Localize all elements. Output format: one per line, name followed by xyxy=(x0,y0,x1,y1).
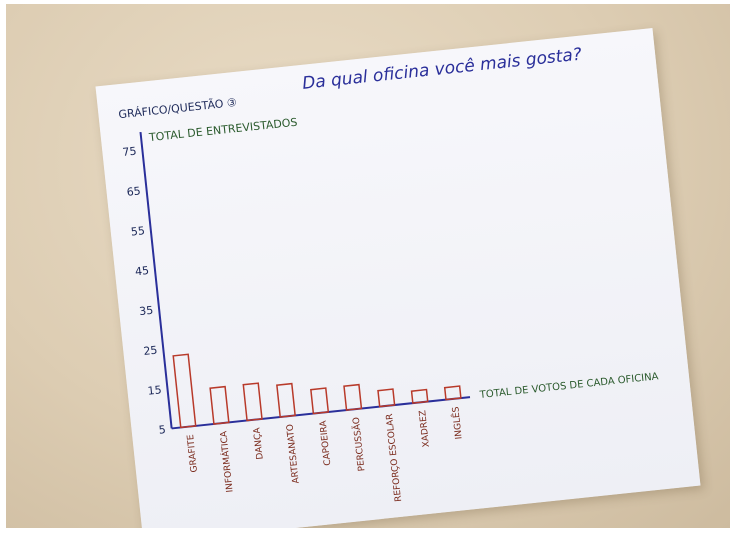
bar xyxy=(310,387,330,415)
y-tick-labels: 5 15 25 35 45 55 65 75 xyxy=(122,145,167,437)
y-tick-label: 15 xyxy=(147,383,162,397)
bar xyxy=(242,382,263,422)
bar xyxy=(276,382,296,418)
x-axis-label: TOTAL DE VOTOS DE CADA OFICINA xyxy=(478,371,659,401)
category-label: ARTESANATO xyxy=(286,423,302,483)
photo-background: GRÁFICO/QUESTÃO ③ Da qual oficina você m… xyxy=(6,4,730,528)
bar xyxy=(209,385,230,425)
bars xyxy=(172,353,462,429)
y-tick-label: 45 xyxy=(134,264,149,278)
y-tick-label: 65 xyxy=(126,184,141,198)
y-axis-label: TOTAL DE ENTREVISTADOS xyxy=(147,116,298,145)
bar xyxy=(410,388,429,404)
bar xyxy=(443,385,462,401)
y-tick-label: 35 xyxy=(139,304,154,318)
category-label: CAPOEIRA xyxy=(319,419,334,466)
category-label: XADREZ xyxy=(418,410,432,448)
y-axis-line xyxy=(139,131,173,429)
category-label: INFORMÁTICA xyxy=(217,430,235,493)
bar xyxy=(172,353,197,429)
bar xyxy=(343,383,363,411)
category-label: GRAFITE xyxy=(186,434,200,473)
category-label: DANÇA xyxy=(252,426,265,460)
question-label: GRÁFICO/QUESTÃO ③ xyxy=(118,96,238,121)
y-tick-label: 75 xyxy=(122,145,137,159)
category-label: PERCUSSÃO xyxy=(351,417,368,472)
category-label: INGLÊS xyxy=(449,406,464,440)
chart-title: Da qual oficina você mais gosta? xyxy=(301,45,582,94)
y-tick-label: 5 xyxy=(158,423,166,437)
bar xyxy=(377,388,396,408)
bar-chart: GRÁFICO/QUESTÃO ③ Da qual oficina você m… xyxy=(118,45,659,503)
category-label: REFORÇO ESCOLAR xyxy=(385,413,404,502)
y-tick-label: 25 xyxy=(143,344,158,358)
paper-sheet: GRÁFICO/QUESTÃO ③ Da qual oficina você m… xyxy=(95,27,701,528)
y-tick-label: 55 xyxy=(130,224,145,238)
